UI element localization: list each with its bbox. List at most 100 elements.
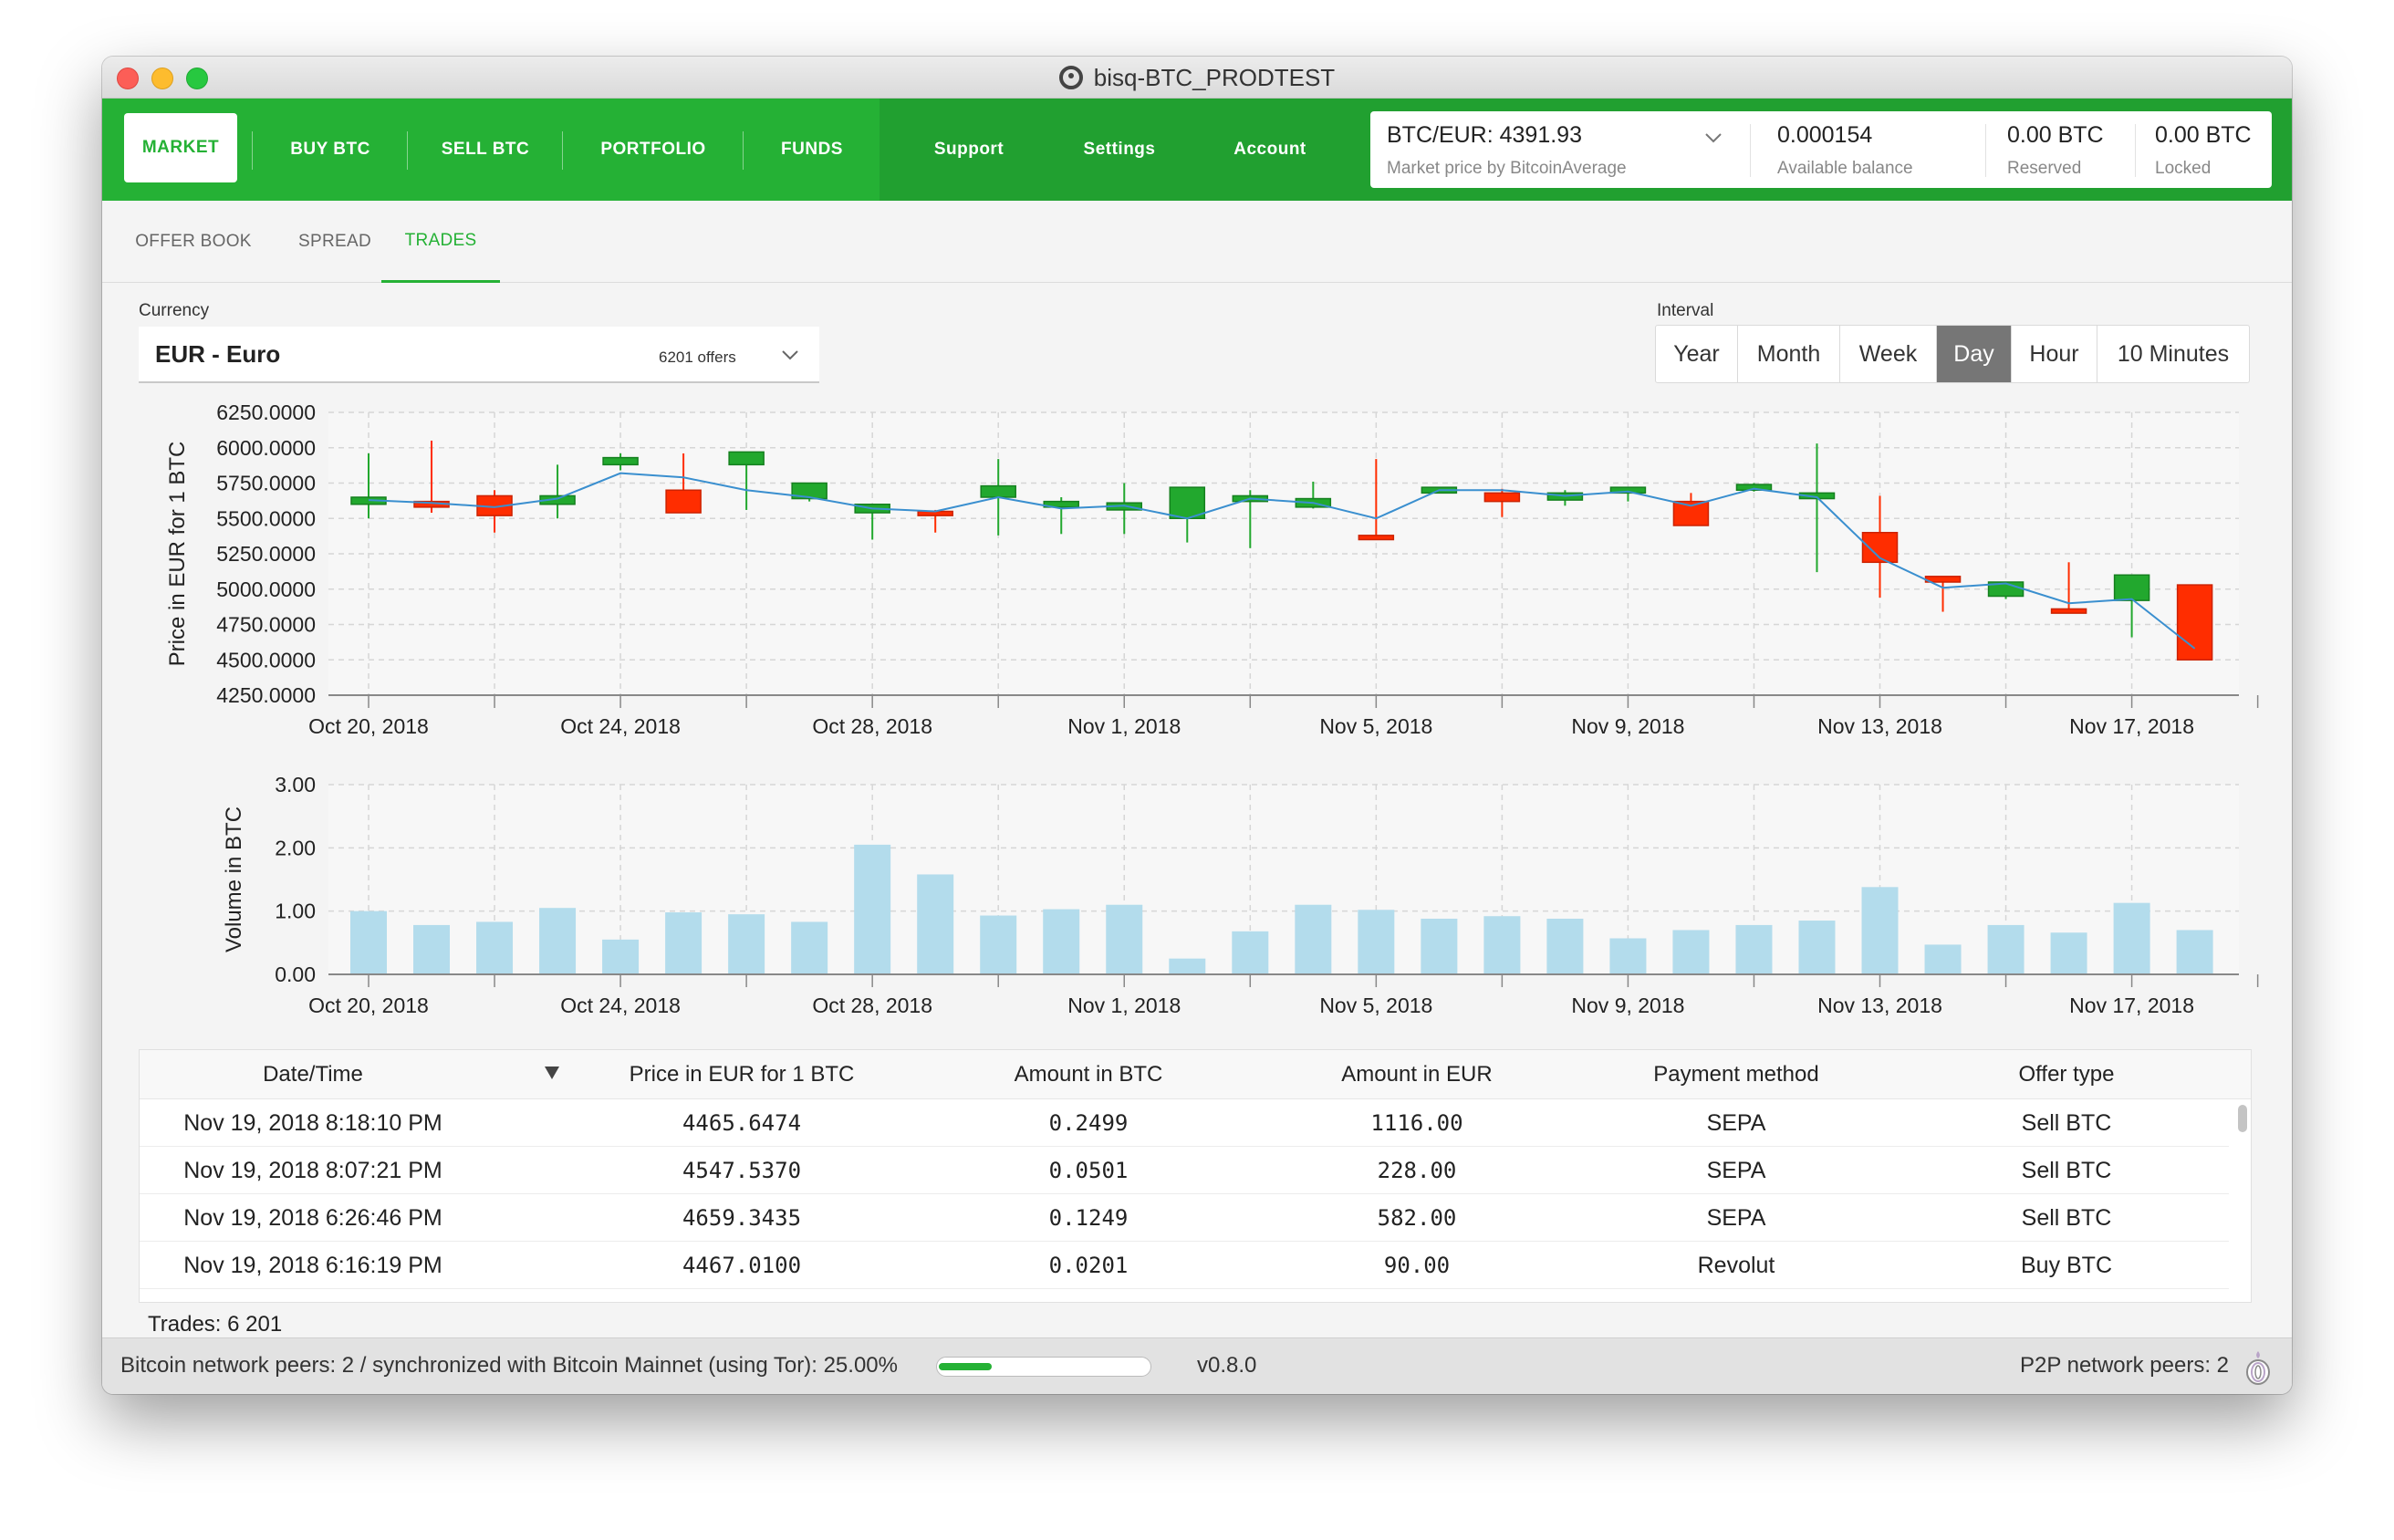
tab-trades[interactable]: TRADES <box>381 201 500 283</box>
volume-bar <box>1861 887 1899 974</box>
candle-body <box>1798 492 1836 500</box>
col-amount-btc[interactable]: Amount in BTC <box>1014 1062 1163 1087</box>
candle-body <box>1483 492 1521 503</box>
chevron-down-icon <box>782 350 798 360</box>
interval-week[interactable]: Week <box>1840 326 1937 382</box>
main-nav-bar: MARKET BUY BTC SELL BTC PORTFOLIO FUNDS … <box>102 99 2292 201</box>
nav-settings[interactable]: Settings <box>1083 140 1156 159</box>
tor-onion-icon <box>2246 1351 2270 1385</box>
cell-amount-btc: 0.1249 <box>1048 1205 1129 1231</box>
tab-spread[interactable]: SPREAD <box>298 232 371 251</box>
volume-bar <box>1546 918 1584 974</box>
zoom-window-button[interactable] <box>186 68 208 89</box>
interval-month[interactable]: Month <box>1738 326 1840 382</box>
price-y-tick-label: 5000.0000 <box>216 578 316 601</box>
volume-bar <box>539 908 577 974</box>
volume-bar <box>2113 902 2150 974</box>
volume-bar <box>1295 904 1332 974</box>
locked-balance-value: 0.00 BTC <box>2155 122 2252 148</box>
bitcoin-network-status: Bitcoin network peers: 2 / synchronized … <box>120 1353 898 1378</box>
col-payment-method[interactable]: Payment method <box>1653 1062 1819 1087</box>
volume-y-tick-label: 2.00 <box>275 836 316 859</box>
volume-bar <box>413 924 451 974</box>
price-y-tick-label: 5750.0000 <box>216 472 316 495</box>
nav-support[interactable]: Support <box>933 140 1004 159</box>
cell-amount-eur: 90.00 <box>1383 1253 1451 1278</box>
volume-x-tick-label: Oct 24, 2018 <box>560 994 681 1017</box>
volume-bar <box>854 844 891 974</box>
interval-year[interactable]: Year <box>1656 326 1738 382</box>
table-row[interactable]: Nov 19, 2018 6:26:46 PM 4659.3435 0.1249 58… <box>140 1194 2229 1242</box>
price-y-tick-label: 5250.0000 <box>216 542 316 566</box>
price-x-tick-label: Oct 28, 2018 <box>812 714 932 738</box>
cell-payment-method: SEPA <box>1706 1204 1766 1231</box>
volume-bar <box>791 921 828 974</box>
sort-descending-icon[interactable] <box>545 1067 559 1079</box>
nav-funds[interactable]: FUNDS <box>781 140 843 159</box>
cell-date-time: Nov 19, 2018 8:18:10 PM <box>183 1109 442 1136</box>
table-row[interactable]: Nov 19, 2018 6:16:19 PM 4467.0100 0.0201 90… <box>140 1242 2229 1289</box>
price-x-tick-label: Oct 24, 2018 <box>560 714 681 738</box>
volume-bar <box>1987 924 2024 974</box>
cell-offer-type: Sell BTC <box>2021 1204 2112 1231</box>
tab-offer-book[interactable]: OFFER BOOK <box>135 232 252 251</box>
candle-body <box>1735 484 1773 491</box>
volume-y-tick-label: 0.00 <box>275 962 316 986</box>
currency-select[interactable]: EUR - Euro 6201 offers <box>139 327 819 383</box>
cell-price: 4659.3435 <box>682 1205 802 1231</box>
volume-bar <box>1735 924 1773 974</box>
cell-amount-btc: 0.2499 <box>1048 1110 1129 1136</box>
average-price-line <box>368 472 2196 650</box>
candle-body <box>728 451 765 466</box>
reserved-balance-value: 0.00 BTC <box>2007 122 2104 148</box>
currency-label: Currency <box>139 301 210 320</box>
price-x-tick-label: Nov 17, 2018 <box>2069 714 2194 738</box>
candle-body <box>2113 574 2150 601</box>
table-row[interactable]: Nov 19, 2018 8:07:21 PM 4547.5370 0.0501 22… <box>140 1147 2229 1194</box>
minimize-window-button[interactable] <box>151 68 173 89</box>
price-x-tick-label: Oct 20, 2018 <box>308 714 429 738</box>
table-row[interactable]: Nov 19, 2018 8:18:10 PM 4465.6474 0.2499 11… <box>140 1099 2229 1147</box>
candle-body <box>1672 500 1710 526</box>
col-amount-eur[interactable]: Amount in EUR <box>1341 1062 1493 1087</box>
table-scrollbar[interactable] <box>2238 1105 2247 1132</box>
volume-bar <box>1924 944 1962 974</box>
volume-bar <box>1232 931 1269 974</box>
market-price-source: Market price by BitcoinAverage <box>1387 159 1627 178</box>
nav-sell-btc[interactable]: SELL BTC <box>441 140 530 159</box>
candle-body <box>2050 608 2087 614</box>
cell-payment-method: SEPA <box>1706 1157 1766 1183</box>
chevron-down-icon[interactable] <box>1704 131 1723 144</box>
col-offer-type[interactable]: Offer type <box>2018 1062 2115 1087</box>
nav-account[interactable]: Account <box>1233 140 1306 159</box>
volume-y-tick-label: 3.00 <box>275 773 316 796</box>
nav-market[interactable]: MARKET <box>124 113 237 182</box>
candle-body <box>791 482 827 500</box>
volume-plot-background <box>328 785 2239 974</box>
interval-day[interactable]: Day <box>1937 326 2012 382</box>
nav-buy-btc[interactable]: BUY BTC <box>290 140 370 159</box>
volume-x-tick-label: Nov 9, 2018 <box>1571 994 1684 1017</box>
nav-portfolio[interactable]: PORTFOLIO <box>600 140 706 159</box>
cell-date-time: Nov 19, 2018 6:26:46 PM <box>183 1204 442 1231</box>
volume-x-tick-label: Oct 20, 2018 <box>308 994 429 1017</box>
candle-body <box>1609 486 1647 494</box>
volume-bar <box>1798 921 1836 974</box>
balance-panel: BTC/EUR: 4391.93 Market price by Bitcoin… <box>1370 111 2272 188</box>
interval-10-minutes[interactable]: 10 Minutes <box>2117 340 2230 367</box>
trades-count: Trades: 6 201 <box>148 1312 283 1337</box>
volume-x-tick-label: Nov 1, 2018 <box>1067 994 1181 1017</box>
interval-label: Interval <box>1657 301 1714 320</box>
interval-hour[interactable]: Hour <box>2012 326 2097 382</box>
interval-toggle-group: Year Month Week Day Hour 10 Minutes <box>1655 325 2250 383</box>
market-price[interactable]: BTC/EUR: 4391.93 <box>1387 122 1582 148</box>
candle-body <box>2176 584 2213 661</box>
volume-bar <box>350 910 387 974</box>
cell-offer-type: Buy BTC <box>2020 1252 2113 1278</box>
candle-body <box>980 484 1016 498</box>
window-title: bisq-BTC_PRODTEST <box>1093 63 1336 91</box>
close-window-button[interactable] <box>117 68 139 89</box>
col-price[interactable]: Price in EUR for 1 BTC <box>629 1062 855 1087</box>
cell-date-time: Nov 19, 2018 6:16:19 PM <box>183 1252 442 1278</box>
col-date-time[interactable]: Date/Time <box>263 1062 363 1087</box>
